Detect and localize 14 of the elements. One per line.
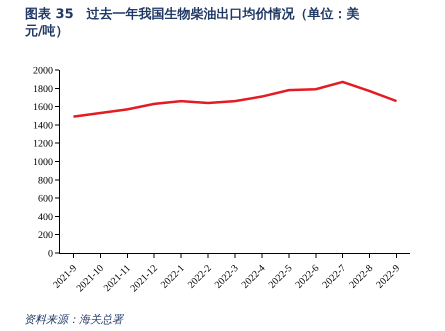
y-tick-label: 1400: [33, 120, 53, 132]
line-series: [72, 80, 398, 118]
y-tick-label: 600: [38, 194, 53, 205]
y-tick-label: 1800: [33, 84, 53, 95]
chart-title: 图表 35 过去一年我国生物柴油出口均价情况（单位：美元/吨）: [24, 6, 360, 39]
y-tick-label: 1000: [33, 157, 53, 168]
y-tick-label: 200: [38, 230, 53, 242]
y-tick-label: 400: [38, 212, 53, 223]
y-tick-label: 1600: [33, 102, 53, 114]
text: 资料来源：海关总署: [24, 313, 124, 326]
y-tick-label: 2000: [33, 66, 53, 76]
y-tick-label: 0: [48, 248, 53, 260]
y-tick-label: 1200: [33, 138, 53, 150]
y-tick-label: 800: [38, 175, 53, 186]
